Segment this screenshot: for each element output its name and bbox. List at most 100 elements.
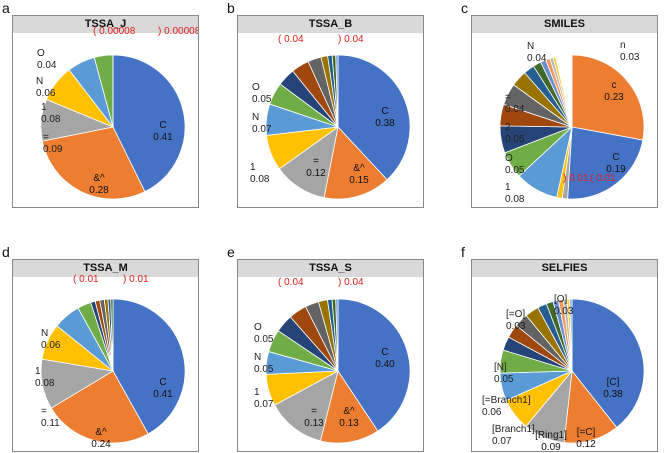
slice-value: 0.05 — [505, 134, 525, 145]
slice-label: 2 — [505, 122, 511, 133]
panel-letter-d: d — [2, 244, 10, 260]
slice-value: 0.03 — [554, 306, 574, 317]
slice-label: &^ — [353, 163, 365, 174]
chart-title: TSSA_B — [238, 16, 423, 33]
slice-value: 0.06 — [41, 340, 61, 351]
slice-value: 0.04 — [527, 53, 547, 64]
slice-value: 0.19 — [606, 164, 626, 175]
pie-slice-&^ — [319, 370, 379, 444]
slice-label: [=O] — [506, 309, 525, 320]
slice-value: 0.12 — [576, 439, 596, 450]
pie-slice-&^ — [41, 126, 146, 200]
slice-value: 0.05 — [254, 364, 274, 375]
slice-value: 0.38 — [375, 118, 395, 129]
pie-slice-C — [112, 54, 186, 193]
slice-label: N — [41, 328, 48, 339]
pie-slice-[C] — [571, 298, 645, 429]
chart-panel-c: SMILES c 0.23 C 0.19( 0.01) 0.01 1 0.08 O 0.05 2 0… — [471, 15, 658, 208]
slice-value: 0.05 — [505, 165, 525, 176]
pie-slice-&^ — [323, 126, 388, 200]
slice-label: O — [252, 82, 260, 93]
chart-panel-a: TSSA_J C 0.41 &^ 0.28 = 0.09 1 0.08 N 0.06 O 0.04 ( 0… — [12, 15, 199, 208]
slice-label: [C] — [607, 377, 620, 388]
slice-value: 0.07 — [492, 436, 512, 447]
chart-panel-e: TSSA_S C 0.40 &^ 0.13 = 0.13 1 0.07 N 0.05 O 0.05( 0… — [237, 259, 424, 452]
slice-label: C — [612, 152, 619, 163]
slice-value: 0.09 — [43, 144, 63, 155]
slice-label: N — [254, 352, 261, 363]
slice-value: 0.11 — [41, 418, 60, 429]
slice-label: 1 — [41, 102, 47, 113]
pie-slice-n — [555, 54, 573, 128]
slice-label: &^ — [95, 427, 107, 438]
slice-label: C — [159, 377, 166, 388]
chart-panel-f: SELFIES [C] 0.38 [=C] 0.12 [Ring1] 0.09 [Branch… — [471, 259, 658, 452]
slice-label: ( 0.04 — [278, 34, 304, 45]
slice-value: 0.40 — [375, 359, 395, 370]
slice-label: ) 0.01 — [563, 173, 589, 184]
slice-label: = — [41, 406, 47, 417]
slice-label: C — [381, 106, 388, 117]
panel-letter-e: e — [227, 244, 235, 260]
slice-label: [Ring1] — [535, 430, 567, 441]
chart-title: TSSA_J — [13, 16, 198, 33]
slice-value: 0.04 — [505, 104, 525, 115]
slice-value: 0.23 — [604, 92, 624, 103]
slice-value: 0.03 — [620, 52, 640, 63]
slice-label: = — [311, 406, 317, 417]
slice-value: 0.12 — [306, 168, 326, 179]
slice-value: 0.41 — [153, 389, 173, 400]
slice-value: 0.06 — [36, 88, 56, 99]
slice-label: [=C] — [577, 427, 596, 438]
slice-label: &^ — [93, 173, 105, 184]
slice-value: 0.03 — [506, 321, 526, 332]
slice-label: N — [36, 76, 43, 87]
pie-chart-svg: C0.41 &^0.28 =0.09 10.08 N0.06 O0.04 ( 0.00008… — [36, 26, 198, 200]
slice-label: = — [43, 132, 49, 143]
pie-chart-svg: C0.41 &^0.24 =0.11 10.08 N0.06 ( 0.01) 0.01 — [35, 274, 186, 450]
slice-label: O — [254, 322, 262, 333]
chart-panel-b: TSSA_B C 0.38 &^ 0.15 = 0.12 1 0.08 N 0.07 O 0.05 ( 0… — [237, 15, 424, 208]
slice-label: c — [612, 80, 617, 91]
panel-letter-a: a — [2, 0, 10, 16]
slice-label: ( 0.00008 — [93, 26, 136, 37]
pie-slice-C — [337, 54, 411, 181]
pie-slice-C — [567, 126, 644, 200]
slice-value: 0.08 — [35, 378, 55, 389]
slice-value: 0.06 — [482, 407, 502, 418]
panel-letter-f: f — [461, 244, 465, 260]
slice-value: 0.07 — [252, 124, 272, 135]
slice-value: 0.41 — [153, 132, 173, 143]
slice-value: 0.08 — [250, 174, 270, 185]
pie-slice — [335, 298, 339, 372]
slice-label: 1 — [250, 162, 256, 173]
chart-panel-d: TSSA_M C 0.41 &^ 0.24 = 0.11 1 0.08 N 0.06 ( 0.01) … — [12, 259, 199, 452]
chart-title: SMILES — [472, 16, 657, 33]
chart-title: SELFIES — [472, 260, 657, 277]
slice-label: C — [159, 120, 166, 131]
pie-slice-&^ — [50, 370, 149, 444]
pie-slice — [110, 298, 114, 372]
slice-label: N — [527, 41, 534, 52]
slice-value: 0.28 — [89, 185, 109, 196]
pie-slice-c — [571, 54, 645, 141]
slice-value: 0.09 — [541, 442, 561, 451]
slice-label: 1 — [254, 387, 260, 398]
pie-chart-svg: C0.38 &^0.15 =0.12 10.08 N0.07 O0.05 ( 0.04) 0… — [250, 34, 411, 200]
slice-label: ) 0.01 — [123, 274, 149, 285]
slice-label: O — [505, 153, 513, 164]
slice-label: N — [252, 112, 259, 123]
slice-value: 0.13 — [339, 418, 359, 429]
slice-label: ) 0.00008 — [158, 26, 198, 37]
slice-label: ( 0.04 — [278, 277, 304, 288]
slice-label: ( 0.01 — [590, 173, 616, 184]
slice-label: [O] — [554, 294, 568, 305]
pie-slice-C — [112, 298, 186, 435]
slice-label: &^ — [343, 406, 355, 417]
chart-title: TSSA_S — [238, 260, 423, 277]
slice-value: 0.15 — [349, 175, 369, 186]
slice-value: 0.13 — [304, 418, 324, 429]
